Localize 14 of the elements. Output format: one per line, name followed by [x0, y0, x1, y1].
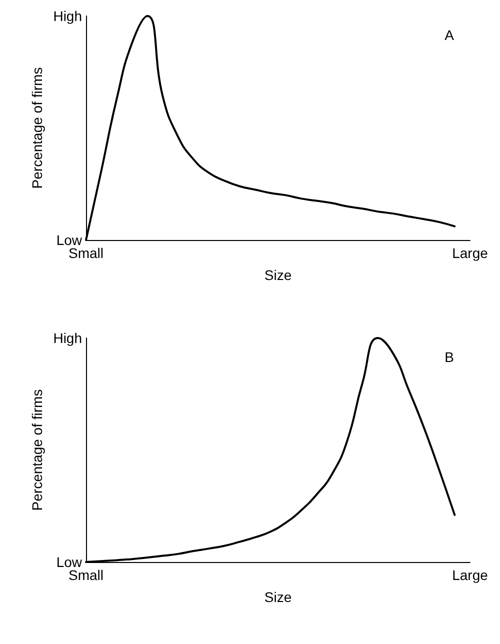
y-axis-title: Percentage of firms — [29, 67, 45, 189]
text: Low — [56, 554, 83, 570]
x-tick-label: Small — [68, 567, 104, 583]
text: Low — [56, 232, 83, 248]
x-axis-title: Size — [264, 267, 292, 283]
y-axis-title: Percentage of firms — [29, 389, 45, 511]
annotation: A — [444, 27, 455, 43]
annotation: B — [444, 349, 454, 365]
x-axis-title: Size — [264, 589, 292, 605]
x-tick-label: Large — [452, 245, 488, 261]
text: High — [53, 8, 82, 24]
text: High — [53, 330, 82, 346]
x-tick-label: Small — [68, 245, 104, 261]
x-tick-label: Large — [452, 567, 488, 583]
